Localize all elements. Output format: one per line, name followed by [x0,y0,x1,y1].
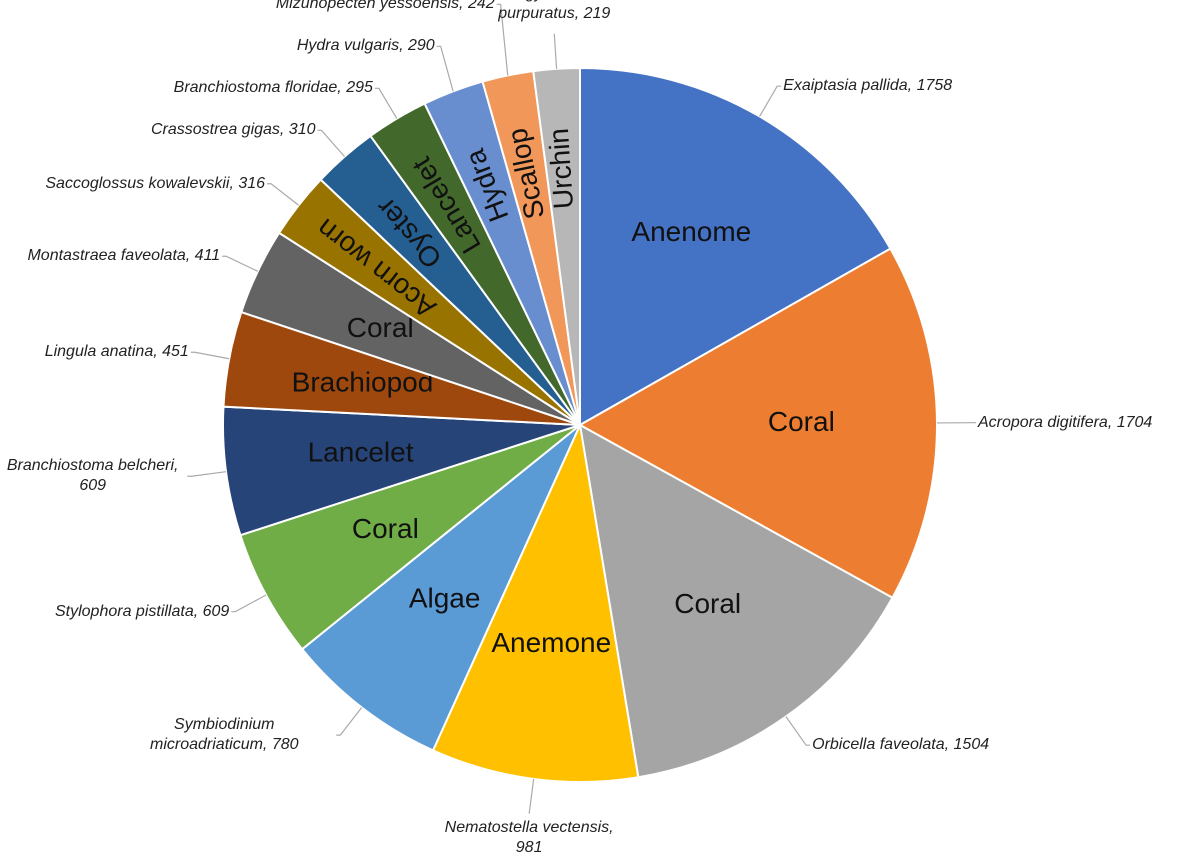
leader-line [190,351,230,360]
leader-line [436,45,454,92]
value-label: Strongylocentrotus purpuratus, 219 [488,0,621,22]
value-label: Branchiostoma floridae, 295 [173,79,373,97]
slice-label: Coral [347,312,414,343]
value-label: Hydra vulgaris, 290 [296,37,435,55]
pie-slice [300,424,581,752]
slice-label: Coral [768,406,835,437]
leader-line [759,85,782,117]
leader-line [231,594,267,613]
leader-line [267,183,300,206]
value-label: Lingula anatina, 451 [44,343,189,361]
slice-label: Coral [352,513,419,544]
pie-slice [578,423,894,779]
leader-line [553,33,558,69]
leader-line [528,778,535,814]
value-label: Exaiptasia pallida, 1758 [783,77,953,95]
leader-line [187,471,227,477]
slice-label: Anemone [491,627,611,658]
value-label: Orbicella faveolata, 1504 [812,736,990,754]
pie-slice [431,421,640,783]
value-label: Acropora digitifera, 1704 [977,413,1153,431]
value-label: Montastraea faveolata, 411 [27,247,221,265]
value-label: Crassostrea gigas, 310 [150,121,316,139]
leader-line [496,3,509,76]
slice-label: Brachiopod [292,366,434,397]
slice-label: Anenome [631,216,751,247]
value-label: Nematostella vectensis, 981 [444,818,614,855]
leader-line [317,129,346,158]
leader-line [222,255,259,272]
leader-line [374,87,398,119]
leader-line [785,716,811,746]
pie-slice [222,405,581,537]
value-label: Stylophora pistillata, 609 [54,602,230,620]
slice-label: Algae [409,583,481,614]
value-label: Saccoglossus kowalevskii, 316 [45,174,266,192]
leader-line [336,707,363,736]
slice-label: Lancelet [308,436,414,467]
slice-label: Coral [674,588,741,619]
value-label: Mizuhopecten yessoensis, 242 [275,0,495,13]
value-label: Symbiodinium microadriaticum, 780 [150,716,299,754]
pie-slice [239,424,581,651]
value-label: Branchiostoma belcheri, 609 [6,457,179,495]
slice-label: Urchin [543,127,579,210]
